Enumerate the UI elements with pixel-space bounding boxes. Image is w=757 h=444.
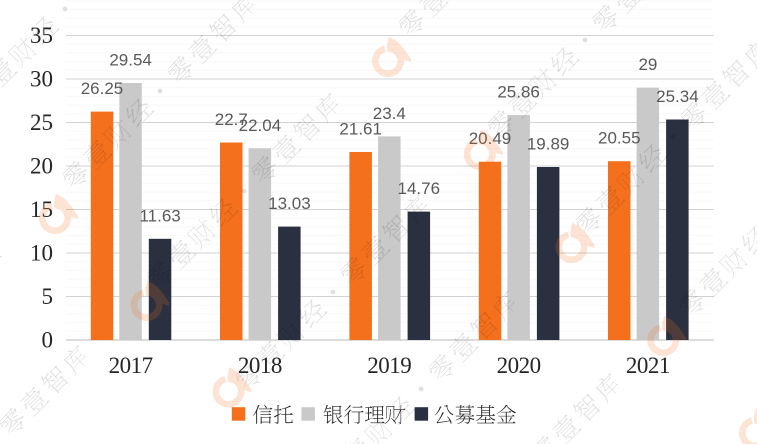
svg-text:2021: 2021 [626,353,670,378]
svg-text:10: 10 [30,241,53,266]
svg-text:35: 35 [30,23,53,48]
svg-text:2017: 2017 [109,353,153,378]
svg-text:22.7: 22.7 [215,110,248,129]
svg-text:14.76: 14.76 [398,179,441,198]
svg-text:13.03: 13.03 [268,194,311,213]
svg-text:29.54: 29.54 [109,51,152,70]
svg-text:2020: 2020 [497,353,541,378]
svg-text:21.61: 21.61 [339,120,382,139]
svg-text:11.63: 11.63 [139,206,180,225]
svg-text:30: 30 [30,67,53,92]
svg-text:22.04: 22.04 [239,116,282,135]
svg-text:2018: 2018 [238,353,282,378]
svg-text:23.4: 23.4 [373,104,406,123]
svg-text:29: 29 [638,55,657,74]
svg-text:2019: 2019 [367,353,411,378]
svg-text:20: 20 [30,154,53,179]
svg-text:0: 0 [42,328,54,353]
svg-text:20.55: 20.55 [598,129,641,148]
svg-text:25: 25 [30,110,53,135]
svg-text:5: 5 [42,284,54,309]
svg-text:26.25: 26.25 [81,79,124,98]
svg-text:19.89: 19.89 [527,135,570,154]
svg-text:25.34: 25.34 [656,87,699,106]
svg-text:25.86: 25.86 [497,83,540,102]
